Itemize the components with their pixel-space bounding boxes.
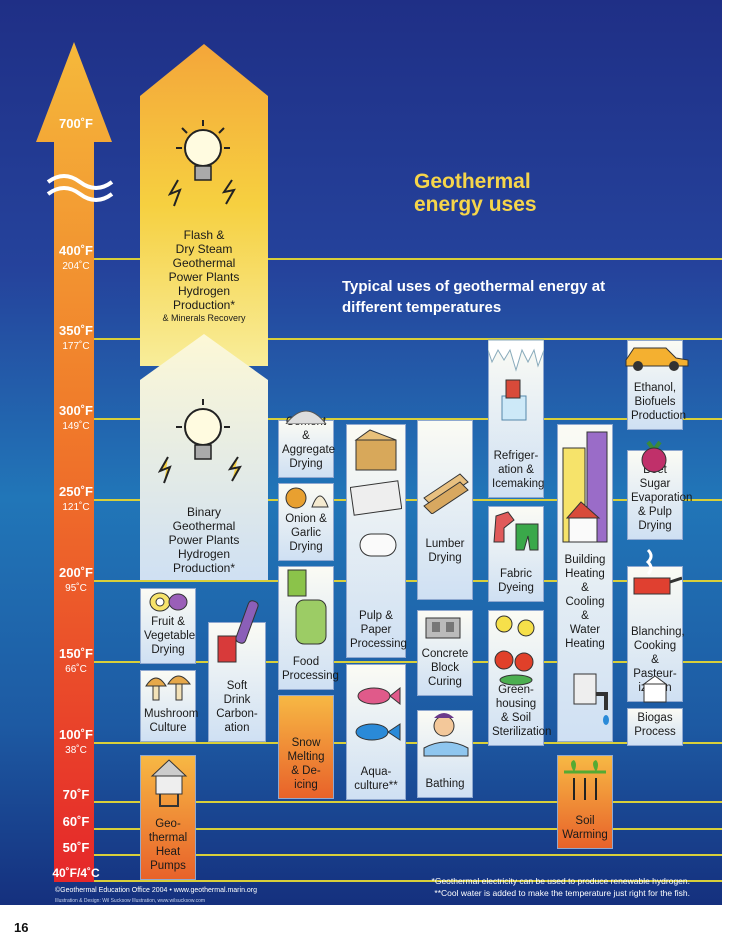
lumber-drying-label: Lumber Drying [425,538,465,564]
aquaculture-label: Aqua- culture** [354,766,398,792]
soil-warming-label: Soil Warming [562,815,608,841]
biogas-label: Biogas Process [634,712,676,738]
tick-300c: 149˚C [62,421,90,432]
snow-melting-label: Snow Melting & De-icing [287,737,325,791]
fabric-dyeing-label: Fabric Dyeing [498,568,534,594]
credits-text: Illustration & Design: Wil Sucksow Illus… [55,898,206,904]
box-icon [350,429,402,557]
tick-200f: 200˚F [59,565,93,580]
gridline-150 [55,661,722,663]
milk-carton-icon [642,675,668,703]
building-heating-label: Building Heating & Cooling & Water Heati… [564,554,606,650]
lightbulb-icon [168,120,236,207]
bather-icon [423,713,469,757]
lumber-drying-box: Lumber Drying [417,420,473,600]
bathing-label: Bathing [425,778,465,790]
temperature-arrow [36,42,114,882]
tick-100c: 38˚C [65,745,87,756]
pot-icon [633,548,682,595]
tick-300f: 300˚F [59,403,93,418]
heat-pumps-label: Geo- thermal Heat Pumps [148,818,188,872]
copyright-text: ©Geothermal Education Office 2004 • www.… [55,887,258,894]
tick-250f: 250˚F [59,484,93,499]
biogas-box: Biogas Process [627,708,683,746]
gridline-70 [55,801,722,803]
cement-drying-box: Cement & Aggregate Drying [278,416,335,478]
beet-icon [641,440,667,473]
gridline-300 [55,418,722,420]
gridline-350 [55,338,722,340]
fruit-icon [149,592,188,612]
tick-350f: 350˚F [59,323,93,338]
gravel-icon [285,410,327,424]
greenhousing-label: Green- housing & Soil Sterilization [492,684,552,738]
tick-350c: 177˚C [62,341,90,352]
car-icon [625,347,689,371]
soil-plants-icon [564,760,606,800]
tick-70f: 70˚F [62,787,90,802]
flash-steam-label: Flash & Dry Steam Geothermal Power Plant… [168,228,240,312]
gridline-40 [55,880,722,882]
buildings-icon [562,431,608,543]
house-icon [150,759,188,807]
tick-400c: 204˚C [62,261,90,272]
lumber-icon [423,473,469,514]
tick-100f: 100˚F [59,727,93,742]
onion-drying-label: Onion & Garlic Drying [285,513,327,553]
concrete-curing-label: Concrete Block Curing [421,648,469,688]
jar-icon [287,569,327,645]
fish-icon [355,686,401,741]
gridline-400 [55,258,722,260]
beet-sugar-label: Beet Sugar Evaporation & Pulp Drying [631,464,693,532]
flowers-icon [494,615,535,686]
ethanol-label: Ethanol, Biofuels Production [631,382,686,422]
tick-50f: 50˚F [62,840,90,855]
fruit-drying-label: Fruit & Vegetable Drying [144,616,196,656]
pulp-paper-label: Pulp & Paper Processing [350,610,407,650]
gridline-50 [55,854,722,856]
fruit-drying-box: Fruit & Vegetable Drying [140,588,196,664]
tick-250c: 121˚C [62,502,90,513]
mushroom-icon [145,675,192,701]
page-number: 16 [14,920,29,935]
ice-icon [488,339,544,421]
tick-150c: 66˚C [65,664,87,675]
lightbulb-icon [158,399,242,484]
soft-drink-label: Soft Drink Carbon- ation [216,680,258,734]
footnote-fish: **Cool water is added to make the temper… [434,888,690,898]
tick-40f: 40˚F/4˚C [52,866,100,880]
poster-panel: 700˚F 400˚F 204˚C 350˚F 177˚C 300˚F 149˚… [0,0,722,905]
tick-200c: 95˚C [65,583,87,594]
block-icon [425,617,461,639]
food-processing-label: Food Processing [282,656,339,682]
binary-plant-label: Binary Geothermal Power Plants Hydrogen … [168,505,240,575]
tick-400f: 400˚F [59,243,93,258]
tick-700f: 700˚F [59,116,93,131]
tick-60f: 60˚F [62,814,90,829]
soda-icon [217,600,259,663]
clothes-icon [493,511,539,551]
refrigeration-label: Refriger- ation & Icemaking [492,450,545,490]
page-subtitle: Typical uses of geothermal energy at dif… [342,278,606,316]
faucet-icon [573,673,609,725]
onion-icon [285,487,329,509]
snow-melting-box: Snow Melting & De-icing [278,695,334,799]
mushroom-culture-box: Mushroom Culture [140,670,199,742]
mushroom-culture-label: Mushroom Culture [144,708,199,734]
footnote-hydrogen: *Geothermal electricity can be used to p… [431,876,690,886]
gridline-60 [55,828,722,830]
tick-150f: 150˚F [59,646,93,661]
page-title: Geothermal energy uses [414,170,537,216]
minerals-recovery-label: & Minerals Recovery [162,313,246,323]
flash-steam-arrow [140,44,268,366]
